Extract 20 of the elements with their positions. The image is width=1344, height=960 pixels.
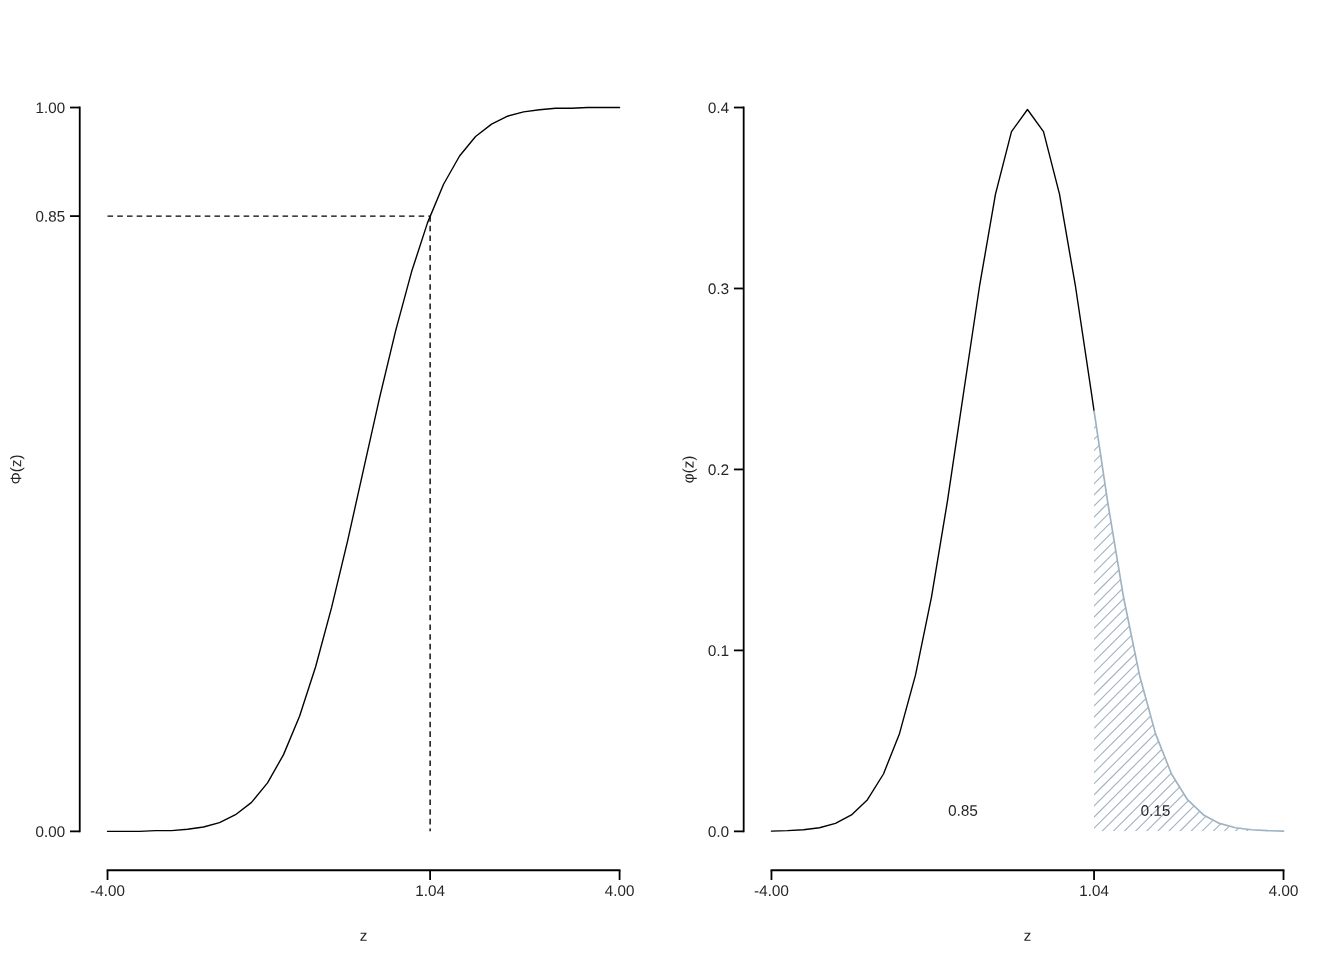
x-tick-label: 4.00 [605,885,634,897]
y-tick-label: 1.00 [36,102,65,114]
x-tick-label: 4.00 [1269,885,1298,897]
annotation: 0.15 [1141,805,1170,816]
y-tick-label: 0.4 [708,102,729,114]
y-axis-title: Φ(z) [10,455,25,484]
y-tick-label: 0.85 [36,210,65,222]
x-tick-label: 1.04 [416,885,445,897]
annotation: 0.85 [948,805,978,816]
x-axis-title: z [360,932,367,941]
x-tick-label: -4.00 [90,885,125,897]
y-tick-label: 0.1 [708,645,729,657]
x-tick-label: 1.04 [1080,885,1109,897]
y-axis-title: φ(z) [682,456,697,483]
y-tick-label: 0.2 [708,464,729,476]
y-tick-label: 0.00 [36,826,65,838]
y-tick-label: 0.0 [708,826,729,838]
x-axis-title: z [1024,932,1031,941]
x-tick-label: -4.00 [754,885,789,897]
y-tick-label: 0.3 [708,283,729,295]
